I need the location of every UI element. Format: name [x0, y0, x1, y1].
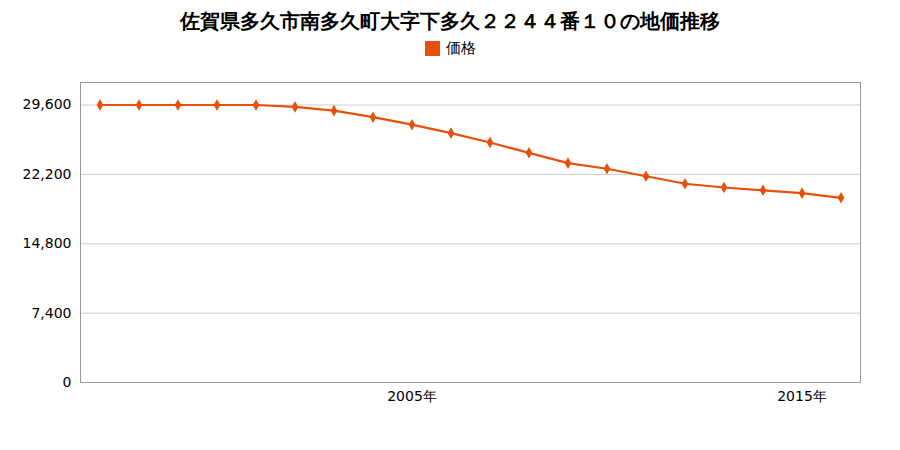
html-text:価格: 価格 — [445, 39, 476, 57]
svg-text:7,400: 7,400 — [31, 305, 71, 321]
svg-text:22,200: 22,200 — [23, 166, 72, 182]
svg-text:0: 0 — [63, 374, 72, 390]
svg-text:2015年: 2015年 — [777, 388, 827, 404]
svg-text:2005年: 2005年 — [387, 388, 437, 404]
svg-text:14,800: 14,800 — [23, 235, 72, 251]
html-text:佐賀県多久市南多久町大字下多久２２４４番１０の地価推移: 佐賀県多久市南多久町大字下多久２２４４番１０の地価推移 — [180, 9, 720, 33]
svg-text:29,600: 29,600 — [23, 96, 72, 112]
